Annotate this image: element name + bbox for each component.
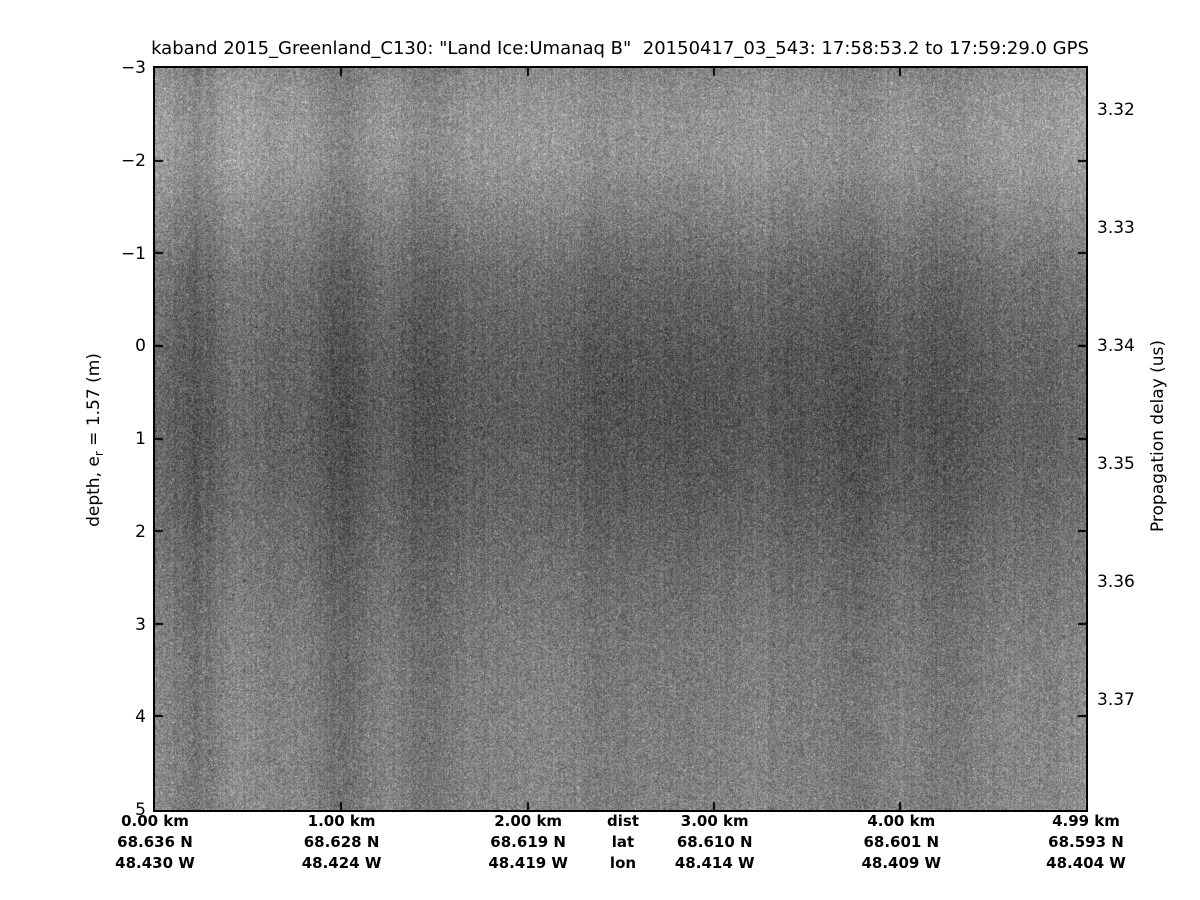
depth-tick-label: 1 bbox=[135, 429, 146, 449]
dist-value-label: 4.99 km bbox=[1052, 812, 1120, 830]
delay-tick-label: 3.35 bbox=[1097, 454, 1135, 474]
delay-axis-label: Propagation delay (us) bbox=[1148, 339, 1168, 533]
delay-tick-label: 3.36 bbox=[1097, 571, 1135, 592]
dist-value-label: 1.00 km bbox=[307, 812, 376, 830]
lon-value-label: 48.419 W bbox=[488, 854, 568, 872]
lon-value-label: 48.409 W bbox=[861, 854, 942, 872]
delay-tick-label: 3.32 bbox=[1097, 99, 1135, 120]
lon-value-label: 48.430 W bbox=[115, 854, 195, 872]
depth-tick-label: −3 bbox=[120, 58, 146, 78]
lat-value-label: 68.628 N bbox=[303, 833, 380, 851]
lon-value-label: 48.424 W bbox=[301, 854, 382, 872]
lat-value-label: 68.636 N bbox=[117, 833, 193, 851]
delay-tick-label: 3.37 bbox=[1097, 690, 1135, 711]
lon-header-label: lon bbox=[609, 854, 637, 872]
lat-value-label: 68.610 N bbox=[676, 833, 753, 851]
lat-value-label: 68.593 N bbox=[1048, 833, 1124, 851]
depth-axis-label-post: = 1.57 (m) bbox=[83, 353, 104, 452]
depth-tick-label: 3 bbox=[135, 614, 146, 635]
depth-tick-label: −2 bbox=[120, 150, 146, 171]
lon-value-label: 48.414 W bbox=[674, 854, 755, 872]
dist-value-label: 0.00 km bbox=[121, 812, 189, 830]
depth-tick-label: 4 bbox=[135, 707, 146, 728]
depth-tick-label: −1 bbox=[120, 243, 146, 264]
depth-tick-label: 0 bbox=[135, 336, 146, 357]
dist-value-label: 4.00 km bbox=[867, 812, 936, 830]
depth-axis-label: depth, er = 1.57 (m) bbox=[84, 353, 106, 527]
depth-axis-label-pre: depth, e bbox=[83, 456, 104, 527]
echogram-image bbox=[155, 68, 1086, 810]
lat-value-label: 68.619 N bbox=[490, 833, 566, 851]
delay-tick-label: 3.33 bbox=[1097, 217, 1135, 238]
dist-header-label: dist bbox=[607, 812, 639, 830]
delay-tick-label: 3.34 bbox=[1097, 336, 1135, 357]
lon-value-label: 48.404 W bbox=[1046, 854, 1126, 872]
plot-frame bbox=[153, 66, 1088, 812]
lat-value-label: 68.601 N bbox=[863, 833, 940, 851]
depth-tick-label: 2 bbox=[135, 521, 146, 542]
figure-title: kaband 2015_Greenland_C130: "Land Ice:Um… bbox=[151, 38, 1089, 59]
depth-tick-label: 5 bbox=[135, 800, 146, 820]
dist-value-label: 2.00 km bbox=[494, 812, 563, 830]
depth-axis-label-sub: r bbox=[92, 451, 107, 457]
lat-header-label: lat bbox=[611, 833, 635, 851]
dist-value-label: 3.00 km bbox=[680, 812, 749, 830]
